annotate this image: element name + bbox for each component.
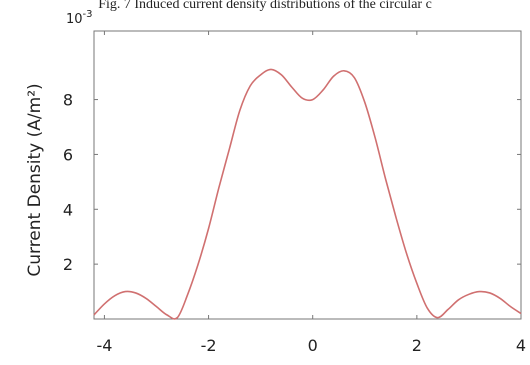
- y-axis-label: Current Density (A/m²): [25, 83, 45, 276]
- y-tick-label: 8: [63, 91, 73, 110]
- x-tick-label: 4: [516, 336, 526, 355]
- y-multiplier-exp: -3: [83, 9, 93, 20]
- y-multiplier: 10-3: [66, 9, 93, 27]
- series-line-0: [93, 68, 522, 320]
- y-tick-label: 2: [63, 255, 73, 274]
- y-tick-label: 6: [63, 145, 73, 164]
- x-axis: -4 -2 0 2 4: [96, 31, 526, 355]
- figure-caption: Fig. 7 Induced current density distribut…: [98, 0, 432, 12]
- x-tick-label: -2: [201, 336, 217, 355]
- plot-frame: [93, 30, 522, 320]
- y-axis: 2 4 6 8: [63, 91, 521, 274]
- y-multiplier-base: 10: [66, 12, 83, 27]
- x-tick-label: -4: [96, 336, 112, 355]
- x-tick-label: 0: [308, 336, 318, 355]
- series-layer: [93, 68, 522, 320]
- x-tick-label: 2: [412, 336, 422, 355]
- svg-text:10-3: 10-3: [66, 9, 93, 27]
- y-tick-label: 4: [63, 200, 73, 219]
